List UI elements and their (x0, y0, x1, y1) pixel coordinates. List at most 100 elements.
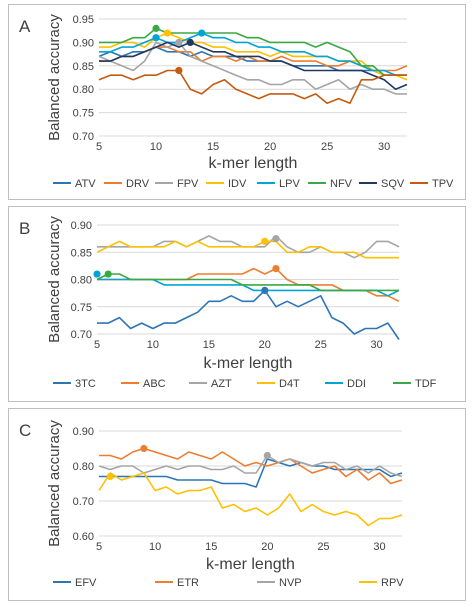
chart-a-svg: A 0.70 0.75 0.80 0.85 0.90 0.95 5 10 15 20 25 30 k-me… (19, 14, 454, 190)
chart-b-x-tick-label: 5 (94, 339, 100, 351)
chart-b-legend-label: ABC (143, 378, 166, 390)
chart-a-series-lpv-line (99, 32, 407, 76)
chart-a-peak-marker (152, 34, 160, 42)
chart-c-y-tick-label: 0.80 (73, 461, 94, 473)
chart-b-x-tick-label: 15 (203, 339, 215, 351)
chart-b-y-axis-title: Balanced accuracy (46, 216, 63, 343)
chart-c-x-tick-label: 10 (149, 541, 161, 553)
chart-b-legend-label: DDI (347, 378, 366, 390)
chart-c-legend-item-etr: ETR (155, 577, 199, 589)
chart-a-legend-label: LPV (279, 178, 300, 190)
chart-b-peak-marker (272, 265, 280, 273)
chart-b-x-axis-title: k-mer length (204, 355, 293, 372)
chart-a-peak-marker (186, 38, 194, 47)
chart-a-legend-label: IDV (228, 178, 247, 190)
chart-a-x-tick-label: 25 (321, 141, 333, 153)
chart-a-legend-label: NFV (330, 178, 353, 190)
chart-a-x-tick-label: 15 (207, 141, 219, 153)
chart-c-legend-label: RPV (381, 577, 404, 589)
chart-b-peak-marker (261, 237, 269, 245)
chart-a-legend-item-drv: DRV (104, 178, 150, 190)
chart-c-legend-item-efv: EFV (53, 577, 97, 589)
chart-c-x-axis-title: k-mer length (206, 556, 295, 573)
chart-b-peak-marker (93, 270, 101, 278)
chart-b-peak-marker (104, 270, 112, 278)
chart-c-legend-label: ETR (177, 577, 199, 589)
chart-b-x-tick-label: 30 (371, 339, 383, 351)
chart-a-legend-item-nfv: NFV (308, 178, 353, 190)
chart-a-y-tick-label: 0.95 (73, 14, 94, 26)
chart-a-y-tick-label: 0.70 (73, 131, 94, 143)
chart-panel-a: A 0.70 0.75 0.80 0.85 0.90 0.95 5 10 15 20 25 30 k-me… (8, 4, 466, 200)
chart-a-peak-marker (198, 29, 206, 37)
chart-a-peak-marker (163, 29, 172, 37)
chart-c-series-rpv-line (98, 472, 403, 527)
chart-a-y-tick-label: 0.85 (73, 61, 94, 73)
chart-c-peak-marker (106, 472, 114, 481)
chart-a-series-fpv-line (98, 41, 407, 95)
chart-a-x-tick-label: 20 (264, 141, 276, 153)
chart-b-y-tick-label: 0.75 (71, 302, 92, 314)
chart-a-panel-label: A (19, 17, 31, 36)
chart-b-y-tick-label: 0.90 (71, 220, 92, 232)
chart-b-panel-label: B (19, 219, 30, 238)
chart-b-y-tick-label: 0.70 (71, 329, 92, 341)
chart-a-y-tick-label: 0.75 (73, 108, 94, 120)
chart-a-series-sqv-line (99, 41, 408, 90)
chart-b-legend-item-3tc: 3TC (53, 378, 96, 390)
chart-b-svg: B 0.70 0.75 0.80 0.85 0.90 5 10 15 20 25 30 k-mer le… (19, 216, 437, 390)
chart-b-legend-label: AZT (211, 378, 232, 390)
chart-a-legend-label: TPV (432, 178, 454, 190)
chart-c-legend-item-rpv: RPV (359, 577, 404, 589)
chart-a-peak-marker (175, 38, 183, 47)
chart-c-x-tick-label: 30 (373, 541, 385, 553)
chart-b-x-tick-label: 10 (147, 339, 159, 351)
chart-b-legend-label: D4T (279, 378, 300, 390)
chart-a-series-tpv-line (98, 69, 407, 104)
chart-a-x-axis-title: k-mer length (209, 155, 298, 172)
chart-a-series-idv-line (99, 32, 408, 81)
chart-c-panel-label: C (19, 421, 31, 440)
chart-a-legend-item-sqv: SQV (359, 178, 405, 190)
chart-c-x-tick-label: 20 (261, 541, 273, 553)
chart-a-peak-marker (175, 66, 183, 75)
chart-panel-b: B 0.70 0.75 0.80 0.85 0.90 5 10 15 20 25 30 k-mer le… (8, 206, 466, 402)
chart-c-peak-marker (140, 444, 148, 453)
chart-b-legend-label: TDF (415, 378, 437, 390)
chart-c-series-nvp-line (98, 454, 403, 478)
chart-c-svg: C 0.60 0.70 0.80 0.90 5 10 15 20 25 30 k-mer length… (19, 420, 404, 589)
chart-b-peak-marker (272, 235, 280, 243)
chart-b-peak-marker (261, 286, 269, 294)
chart-a-y-tick-label: 0.80 (73, 84, 94, 96)
chart-c-peak-marker (263, 451, 271, 460)
chart-b-y-tick-label: 0.85 (71, 247, 92, 259)
chart-a-series-nfv-line (99, 27, 407, 76)
chart-c-y-tick-label: 0.70 (73, 496, 94, 508)
chart-b-legend-item-tdf: TDF (393, 378, 437, 390)
chart-b-legend-item-abc: ABC (121, 378, 166, 390)
chart-c-y-tick-label: 0.90 (73, 426, 94, 438)
chart-c-x-tick-label: 5 (96, 541, 102, 553)
chart-a-peak-marker (152, 24, 160, 32)
chart-a-x-tick-label: 10 (150, 141, 162, 153)
chart-a-legend-label: ATV (75, 178, 96, 190)
chart-c-x-tick-label: 15 (205, 541, 217, 553)
chart-c-x-tick-label: 25 (317, 541, 329, 553)
chart-c-legend-label: NVP (279, 577, 302, 589)
chart-a-legend-item-lpv: LPV (257, 178, 300, 190)
chart-a-legend-label: SQV (381, 178, 405, 190)
chart-a-y-axis-title: Balanced accuracy (46, 14, 63, 141)
chart-b-series-tdf-line (96, 273, 399, 292)
chart-a-y-tick-label: 0.90 (73, 37, 94, 49)
chart-a-legend-item-idv: IDV (206, 178, 247, 190)
chart-c-legend-label: EFV (75, 577, 97, 589)
chart-b-legend-item-d4t: D4T (257, 378, 300, 390)
chart-b-series-3tc-line (97, 289, 400, 340)
chart-a-legend-label: DRV (126, 178, 150, 190)
chart-a-x-tick-label: 5 (96, 141, 102, 153)
chart-c-y-axis-title: Balanced accuracy (46, 420, 63, 547)
chart-b-y-tick-label: 0.80 (71, 275, 92, 287)
chart-a-x-tick-label: 30 (378, 141, 390, 153)
chart-b-legend-item-azt: AZT (189, 378, 232, 390)
